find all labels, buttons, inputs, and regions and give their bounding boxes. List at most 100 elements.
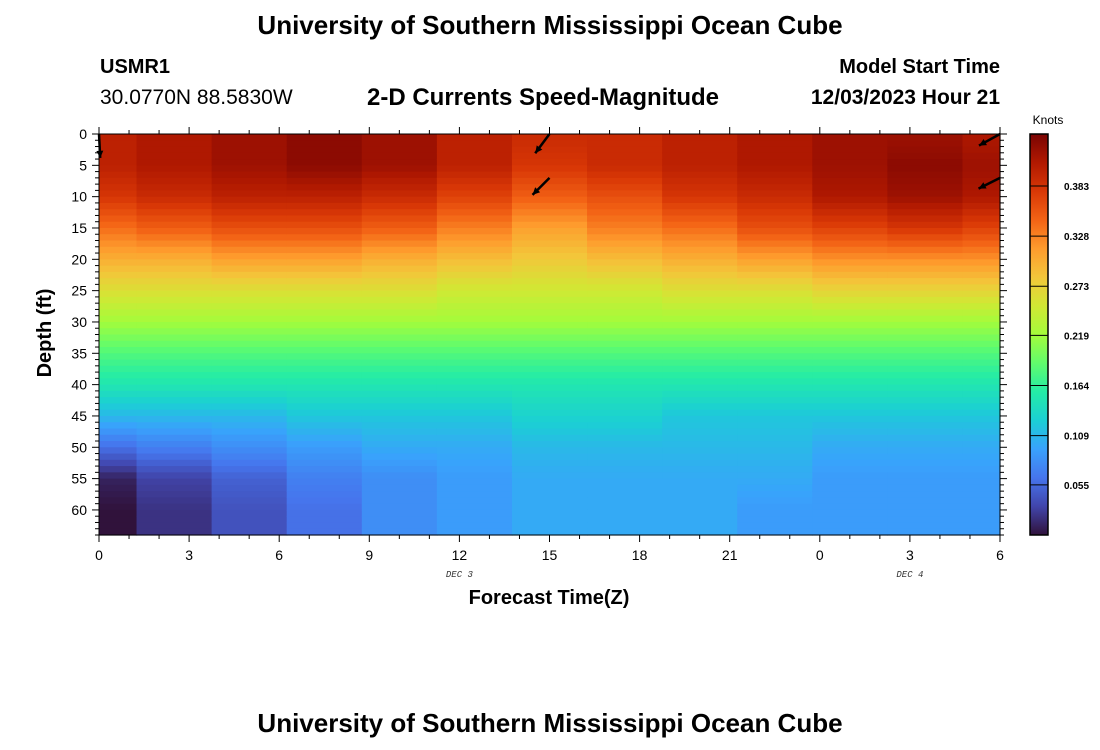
heatmap-cell [812, 190, 888, 198]
heatmap-cell [286, 202, 363, 210]
heatmap-cell [737, 296, 813, 304]
heatmap-cell [286, 253, 363, 260]
heatmap-cell [737, 140, 813, 148]
heatmap-cell [136, 334, 213, 342]
heatmap-cell [887, 315, 964, 323]
heatmap-cell [887, 403, 964, 411]
heatmap-cell [737, 253, 813, 260]
heatmap-cell [812, 516, 888, 524]
heatmap-cell [887, 271, 964, 279]
heatmap-cell [962, 190, 1001, 198]
heatmap-cell [361, 202, 438, 210]
heatmap-cell [662, 447, 738, 455]
heatmap-cell [361, 390, 438, 398]
heatmap-cell [962, 478, 1001, 486]
heatmap-cell [436, 459, 513, 467]
heatmap-cell [662, 290, 738, 298]
heatmap-cell [812, 334, 888, 342]
heatmap-cell [887, 491, 964, 499]
heatmap-cell [587, 134, 663, 141]
heatmap-cell [812, 184, 888, 191]
heatmap-cell [737, 303, 813, 311]
heatmap-cell [511, 159, 588, 166]
heatmap-cell [99, 509, 138, 517]
heatmap-cell [136, 202, 213, 210]
heatmap-cell [812, 453, 888, 461]
heatmap-cell [99, 321, 138, 329]
heatmap-cell [962, 234, 1001, 242]
heatmap-cell [286, 334, 363, 342]
heatmap-cell [99, 478, 138, 486]
heatmap-cell [286, 190, 363, 198]
heatmap-cell [99, 296, 138, 304]
heatmap-cell [436, 177, 513, 185]
heatmap-cell [286, 503, 363, 511]
heatmap-cell [211, 265, 288, 273]
x-tick-label: 0 [816, 547, 824, 563]
heatmap-cell [511, 434, 588, 442]
heatmap-cell [436, 491, 513, 499]
heatmap-cell [511, 478, 588, 486]
heatmap-cell [812, 434, 888, 442]
heatmap-cell [662, 441, 738, 448]
heatmap-cell [812, 321, 888, 329]
heatmap-cell [361, 372, 438, 379]
heatmap-cell [286, 303, 363, 311]
heatmap-cell [887, 472, 964, 480]
heatmap-cell [587, 459, 663, 467]
heatmap-cell [511, 528, 588, 536]
heatmap-cell [662, 184, 738, 191]
heatmap-cell [211, 428, 288, 436]
heatmap-cell [511, 146, 588, 154]
heatmap-cell [962, 441, 1001, 448]
heatmap-cell [587, 296, 663, 304]
colorbar-tick-label: 0.383 [1064, 182, 1089, 193]
heatmap-cell [587, 528, 663, 536]
heatmap-cell [211, 522, 288, 530]
heatmap-cell [812, 428, 888, 436]
heatmap-cell [99, 328, 138, 336]
heatmap-cell [99, 290, 138, 298]
x-tick-label: 0 [95, 547, 103, 563]
heatmap-cell [662, 284, 738, 292]
heatmap-cell [812, 196, 888, 204]
heatmap-cell [962, 146, 1001, 154]
heatmap-cell [99, 284, 138, 292]
heatmap-cell [737, 491, 813, 499]
heatmap-cell [737, 271, 813, 279]
heatmap-cell [662, 434, 738, 442]
heatmap-cell [662, 422, 738, 430]
heatmap-cell [136, 415, 213, 423]
heatmap-cell [286, 234, 363, 242]
heatmap-cell [211, 177, 288, 185]
heatmap-cell [436, 522, 513, 530]
heatmap-cell [436, 227, 513, 235]
heatmap-cell [286, 240, 363, 248]
heatmap-cell [812, 522, 888, 530]
heatmap-cell [887, 390, 964, 398]
heatmap-cell [136, 466, 213, 473]
heatmap-cell [662, 240, 738, 248]
heatmap-cell [436, 478, 513, 486]
heatmap-cell [436, 196, 513, 204]
heatmap-cell [887, 328, 964, 336]
heatmap-cell [887, 259, 964, 267]
heatmap-cell [887, 441, 964, 448]
heatmap-cell [662, 347, 738, 354]
heatmap-cell [812, 271, 888, 279]
heatmap-cell [436, 528, 513, 536]
heatmap-cell [962, 453, 1001, 461]
heatmap-cell [99, 378, 138, 386]
heatmap-cell [136, 428, 213, 436]
heatmap-cell [962, 447, 1001, 455]
heatmap-cell [587, 221, 663, 229]
heatmap-cell [136, 265, 213, 273]
heatmap-cell [887, 428, 964, 436]
heatmap-cell [99, 190, 138, 198]
heatmap-cell [887, 290, 964, 298]
heatmap-cell [99, 202, 138, 210]
heatmap-cell [587, 165, 663, 173]
heatmap-cell [887, 378, 964, 386]
heatmap-cell [962, 221, 1001, 229]
heatmap-cell [812, 246, 888, 254]
